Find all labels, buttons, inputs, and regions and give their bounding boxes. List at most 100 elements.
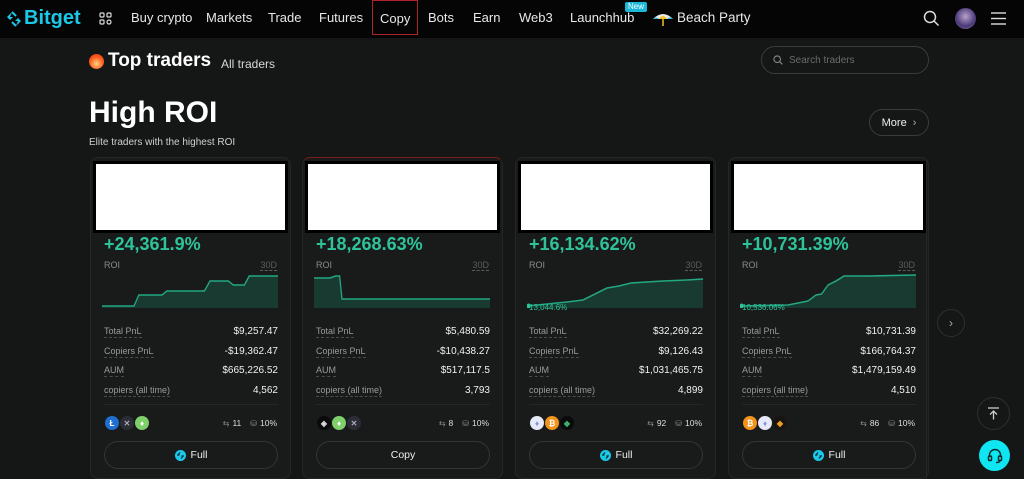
chevron-right-icon: › <box>912 116 917 129</box>
bnb-coin-icon: ◆ <box>773 416 787 430</box>
aum-label: AUM <box>104 365 124 377</box>
database-icon: ⛁ <box>250 418 257 428</box>
nav-earn[interactable]: Earn <box>473 10 501 25</box>
copiers-value: 4,510 <box>890 384 916 396</box>
period-selector[interactable]: 30D <box>472 260 489 271</box>
nav-bots[interactable]: Bots <box>428 10 455 25</box>
all-traders-link[interactable]: All traders <box>221 57 276 71</box>
search-traders-input[interactable] <box>789 54 919 66</box>
bitget-logo[interactable]: Bitget <box>6 7 81 30</box>
card-divider <box>529 404 703 405</box>
copiers-label: copiers (all time) <box>104 384 171 397</box>
search-icon <box>773 55 783 65</box>
copy-button[interactable]: Copy <box>316 441 490 469</box>
copiers-pnl-value: $166,764.37 <box>860 345 916 357</box>
full-button[interactable]: Full <box>529 441 703 469</box>
database-icon: ⛁ <box>675 418 682 428</box>
nav-launchhub[interactable]: Launchhub <box>570 10 635 25</box>
nav-buy-crypto[interactable]: Buy crypto <box>131 10 193 25</box>
card-divider <box>104 404 278 405</box>
arrow-to-top-icon <box>988 407 999 420</box>
more-label: More <box>881 116 907 129</box>
roi-sparkline-chart <box>527 278 703 308</box>
period-selector[interactable]: 30D <box>898 260 915 271</box>
headset-icon <box>987 448 1002 463</box>
litecoin-coin-icon: Ł <box>105 416 119 430</box>
button-label: Full <box>828 449 846 461</box>
back-to-top-button[interactable] <box>977 397 1010 430</box>
copiers-pnl-value: -$19,362.47 <box>224 345 278 357</box>
min-roi-label: 13,044.6% <box>529 303 568 312</box>
bitget-logo-icon <box>7 10 21 27</box>
x-coin-icon: ✕ <box>347 416 361 430</box>
database-icon: ⛁ <box>462 418 469 428</box>
bitget-icon <box>174 449 186 461</box>
full-button[interactable]: Full <box>104 441 278 469</box>
nav-trade[interactable]: Trade <box>268 10 302 25</box>
roi-sparkline-chart <box>102 275 278 308</box>
trader-card[interactable]: +18,268.63% ROI 30D Total PnL $5,480.59 C… <box>302 157 503 479</box>
nav-futures[interactable]: Futures <box>319 10 364 25</box>
logo-text: Bitget <box>24 7 81 29</box>
trade-meta: ⇆ 11 ⛁ 10% <box>223 418 277 428</box>
roi-label: ROI <box>316 260 333 270</box>
trader-card[interactable]: +10,731.39% ROI 30D 10,536.06% Total PnL… <box>728 157 929 479</box>
roi-sparkline-chart <box>314 275 490 308</box>
search-icon[interactable] <box>923 10 940 27</box>
copiers-pnl-label: Copiers PnL <box>529 345 579 358</box>
copiers-value: 4,899 <box>677 384 703 396</box>
trades-count: 86 <box>869 418 880 428</box>
apps-grid-icon[interactable] <box>99 12 112 25</box>
button-label: Full <box>615 449 633 461</box>
nav-beach-party[interactable]: Beach Party <box>677 10 751 25</box>
aum-label: AUM <box>742 365 762 377</box>
button-label: Full <box>190 449 208 461</box>
token-coin-icon: ◆ <box>560 416 574 430</box>
total-pnl-value: $9,257.47 <box>233 326 279 337</box>
trader-stats: Total PnL $32,269.22 Copiers PnL $9,126.43… <box>529 326 703 404</box>
aum-label: AUM <box>316 365 336 377</box>
menu-icon[interactable] <box>991 12 1006 25</box>
nav-copy[interactable]: Copy <box>372 0 419 35</box>
copiers-pnl-label: Copiers PnL <box>742 345 792 358</box>
cards-edge-divider <box>926 160 927 479</box>
roi-value: +24,361.9% <box>104 234 201 254</box>
redacted-trader-profile <box>518 161 713 233</box>
copiers-label: copiers (all time) <box>529 384 596 397</box>
trade-meta: ⇆ 92 ⛁ 10% <box>647 418 702 428</box>
trader-card[interactable]: +24,361.9% ROI 30D Total PnL $9,257.47 Co… <box>90 157 291 479</box>
copiers-pnl-value: $9,126.43 <box>658 345 704 357</box>
trade-meta: ⇆ 86 ⛁ 10% <box>860 418 915 428</box>
avatar[interactable] <box>955 8 976 29</box>
database-icon: ⛁ <box>888 418 895 428</box>
customer-support-button[interactable] <box>979 440 1010 471</box>
traded-coins: Ł ✕ ♦ <box>105 416 150 430</box>
total-pnl-value: $32,269.22 <box>652 326 703 337</box>
trades-count: 92 <box>656 418 667 428</box>
total-pnl-label: Total PnL <box>529 326 567 338</box>
total-pnl-label: Total PnL <box>316 326 354 338</box>
nav-markets[interactable]: Markets <box>206 10 253 25</box>
roi-sparkline-chart <box>740 274 916 308</box>
min-roi-label: 10,536.06% <box>742 303 785 312</box>
swap-arrows-icon: ⇆ <box>647 418 654 428</box>
more-button[interactable]: More › <box>869 109 929 136</box>
search-traders-box[interactable] <box>761 46 929 74</box>
aum-value: $1,031,465.75 <box>639 365 703 376</box>
trader-card[interactable]: +16,134.62% ROI 30D 13,044.6% Total PnL $… <box>515 157 716 479</box>
trades-count: 11 <box>232 418 242 428</box>
redacted-trader-profile <box>305 161 500 233</box>
period-selector[interactable]: 30D <box>260 260 277 271</box>
traded-coins: ₿ ♦ ◆ <box>743 416 788 430</box>
card-divider <box>742 404 916 405</box>
nav-web3[interactable]: Web3 <box>519 10 553 25</box>
profit-share: 10% <box>471 418 489 428</box>
full-button[interactable]: Full <box>742 441 916 469</box>
swap-arrows-icon: ⇆ <box>222 418 230 428</box>
total-pnl-label: Total PnL <box>742 326 780 338</box>
top-traders-label: Top traders <box>108 50 212 71</box>
period-selector[interactable]: 30D <box>685 260 702 271</box>
copiers-pnl-value: -$10,438.27 <box>436 345 490 357</box>
bitget-icon <box>599 449 611 461</box>
next-cards-button[interactable]: › <box>937 309 965 337</box>
